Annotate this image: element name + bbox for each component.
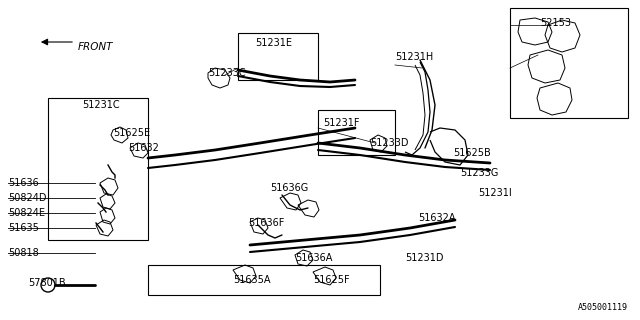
Bar <box>238 33 318 80</box>
Text: 51632: 51632 <box>128 143 159 153</box>
Text: A505001119: A505001119 <box>578 303 628 312</box>
Text: 51231D: 51231D <box>405 253 444 263</box>
Text: 50824D: 50824D <box>8 193 47 203</box>
Text: 51636A: 51636A <box>295 253 332 263</box>
Bar <box>48 98 148 240</box>
Text: 51635: 51635 <box>8 223 39 233</box>
Text: 51625E: 51625E <box>113 128 150 138</box>
Text: 51632A: 51632A <box>418 213 456 223</box>
Text: 51636G: 51636G <box>270 183 308 193</box>
Text: 51231H: 51231H <box>395 52 433 62</box>
Text: 51231C: 51231C <box>82 100 120 110</box>
Text: 51233G: 51233G <box>460 168 499 178</box>
Text: 51625B: 51625B <box>453 148 491 158</box>
Text: 51233D: 51233D <box>370 138 408 148</box>
Text: 50818: 50818 <box>8 248 39 258</box>
Bar <box>510 8 628 118</box>
Bar <box>148 265 380 295</box>
Text: 57801B: 57801B <box>28 278 66 288</box>
Text: 51231F: 51231F <box>323 118 360 128</box>
Text: 51636: 51636 <box>8 178 39 188</box>
Text: 51231I: 51231I <box>478 188 512 198</box>
Text: 52153: 52153 <box>540 18 571 28</box>
Text: 51636F: 51636F <box>248 218 284 228</box>
Text: 50824E: 50824E <box>8 208 45 218</box>
Text: 51635A: 51635A <box>233 275 271 285</box>
Text: FRONT: FRONT <box>78 42 113 52</box>
Text: 51233C: 51233C <box>208 68 246 78</box>
Bar <box>318 110 395 155</box>
Text: 51231E: 51231E <box>255 38 292 48</box>
Text: 51625F: 51625F <box>313 275 349 285</box>
